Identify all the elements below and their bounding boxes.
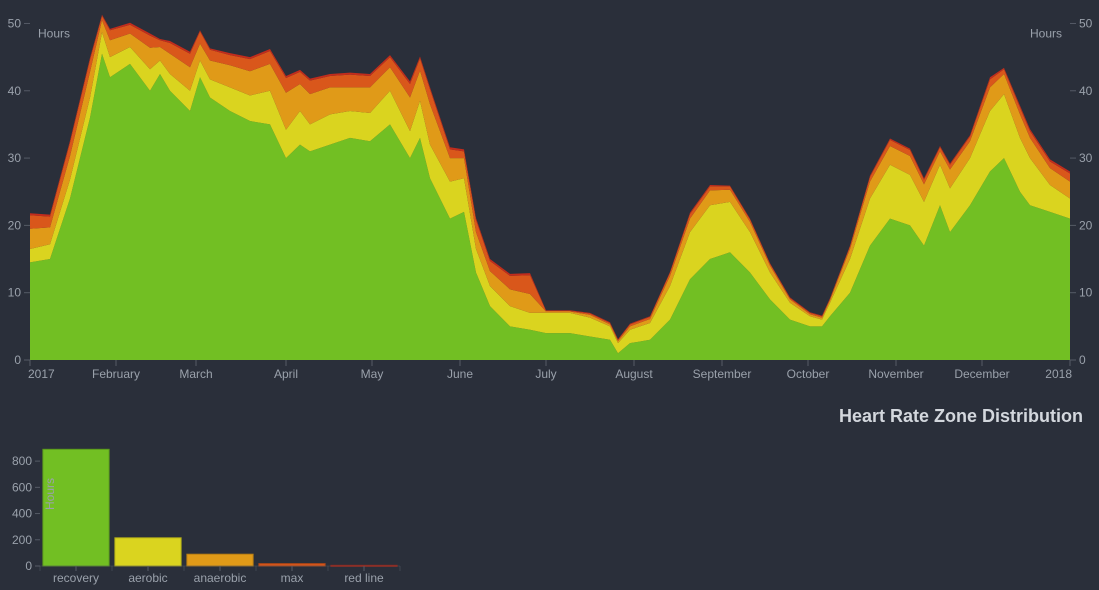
- y-tick-right-50: 50: [1079, 16, 1093, 30]
- bar-y-tick-800: 800: [12, 454, 32, 468]
- x-tick-May: May: [361, 367, 384, 381]
- bar-x-label-red-line: red line: [344, 571, 384, 585]
- y-tick-left-40: 40: [8, 84, 22, 98]
- y-tick-left-20: 20: [8, 218, 22, 232]
- bar-x-label-aerobic: aerobic: [128, 571, 167, 585]
- y-axis-title-right: Hours: [1030, 26, 1062, 40]
- x-tick-August: August: [615, 367, 653, 381]
- x-tick-June: June: [447, 367, 473, 381]
- y-tick-left-50: 50: [8, 16, 22, 30]
- y-tick-right-30: 30: [1079, 151, 1093, 165]
- x-tick-February: February: [92, 367, 140, 381]
- bar-chart-svg: 0 200 400 600 800 recovery aerobic anaerobic max…: [0, 438, 410, 588]
- y-tick-right-0: 0: [1079, 353, 1086, 367]
- x-tick-April: April: [274, 367, 298, 381]
- x-tick-July: July: [535, 367, 556, 381]
- bar-y-tick-200: 200: [12, 533, 32, 547]
- x-tick-September: September: [693, 367, 752, 381]
- bar-chart: 0 200 400 600 800 recovery aerobic anaerobic max…: [0, 438, 410, 588]
- chart-title: Heart Rate Zone Distribution: [839, 406, 1083, 427]
- y-tick-right-20: 20: [1079, 218, 1093, 232]
- bar-x-label-anaerobic: anaerobic: [194, 571, 247, 585]
- y-tick-left-10: 10: [8, 286, 22, 300]
- bar-anaerobic: [187, 554, 253, 566]
- x-tick-October: October: [787, 367, 830, 381]
- main-area-chart: 0 0 10 10 20 20 30 30 40 40 50 50 2017 February March A…: [0, 0, 1099, 390]
- area-chart-svg: 0 0 10 10 20 20 30 30 40 40 50 50 2017 February March A…: [0, 0, 1099, 390]
- bar-y-tick-0: 0: [25, 559, 32, 573]
- bar-y-axis-title: Hours: [43, 478, 57, 510]
- bar-x-label-recovery: recovery: [53, 571, 99, 585]
- y-tick-left-0: 0: [14, 353, 21, 367]
- y-tick-right-40: 40: [1079, 84, 1093, 98]
- y-tick-right-10: 10: [1079, 286, 1093, 300]
- bar-aerobic: [115, 538, 181, 566]
- bar-y-tick-600: 600: [12, 480, 32, 494]
- y-tick-left-30: 30: [8, 151, 22, 165]
- bar-x-label-max: max: [281, 571, 304, 585]
- y-axis-title-left: Hours: [38, 26, 70, 40]
- x-tick-March: March: [179, 367, 212, 381]
- x-tick-2017: 2017: [28, 367, 55, 381]
- x-tick-December: December: [954, 367, 1009, 381]
- x-tick-November: November: [868, 367, 923, 381]
- bar-y-tick-400: 400: [12, 507, 32, 521]
- x-tick-2018: 2018: [1045, 367, 1072, 381]
